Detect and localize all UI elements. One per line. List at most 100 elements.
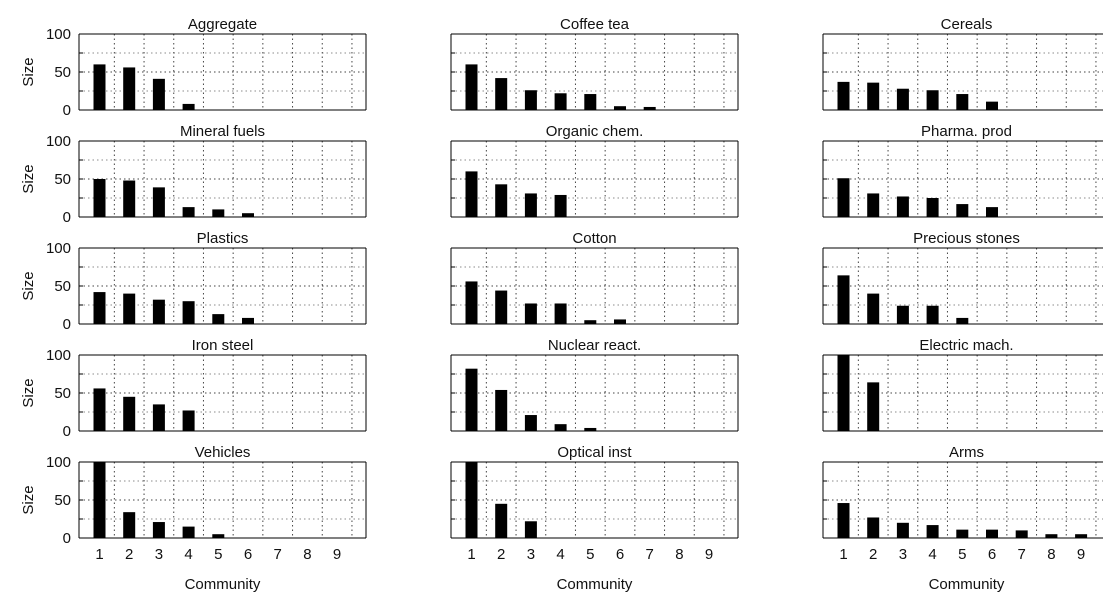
panel-title: Cotton — [572, 230, 616, 247]
bar-2 — [123, 67, 136, 110]
bar-2 — [867, 293, 880, 324]
y-axis-label: Size — [20, 271, 37, 300]
bar-2 — [495, 389, 508, 431]
bar-6 — [986, 207, 998, 217]
panel-title: Coffee tea — [560, 16, 630, 33]
bar-3 — [152, 187, 165, 217]
bar-4 — [926, 525, 939, 538]
bar-5 — [212, 314, 225, 324]
y-tick-label: 50 — [54, 64, 71, 81]
bar-4 — [554, 303, 567, 324]
panel-title: Aggregate — [188, 16, 257, 33]
bar-1 — [93, 462, 106, 538]
bar-4 — [926, 305, 939, 324]
bar-6 — [614, 106, 626, 110]
bar-2 — [867, 382, 880, 431]
bar-4 — [182, 103, 195, 110]
bar-2 — [495, 78, 508, 110]
bar-1 — [465, 368, 478, 431]
bar-1 — [837, 275, 850, 324]
bar-5 — [584, 94, 597, 110]
x-tick-label: 1 — [839, 546, 847, 563]
bar-1 — [837, 178, 850, 217]
y-tick-label: 0 — [63, 209, 71, 226]
chart-panel-7: 0 50 100 Size Plastics — [20, 230, 367, 333]
bar-2 — [123, 396, 136, 431]
bar-5 — [584, 320, 597, 324]
panel-title: Organic chem. — [546, 123, 644, 140]
y-tick-label: 0 — [63, 423, 71, 440]
y-tick-label: 0 — [63, 316, 71, 333]
panel-title: Iron steel — [192, 337, 254, 354]
x-tick-label: 3 — [527, 546, 535, 563]
bar-4 — [554, 424, 567, 431]
bar-6 — [242, 317, 254, 324]
bar-3 — [524, 415, 537, 431]
x-tick-label: 4 — [928, 546, 936, 563]
bar-4 — [926, 198, 939, 217]
chart-panel-2: Coffee tea — [450, 16, 739, 111]
bar-5 — [956, 529, 969, 538]
x-tick-label: 5 — [586, 546, 594, 563]
y-tick-label: 50 — [54, 171, 71, 188]
chart-panel-15: Arms 1 2 3 4 5 6 7 8 9 Community — [822, 444, 1103, 593]
bar-1 — [837, 355, 850, 431]
x-tick-label: 6 — [988, 546, 996, 563]
bar-4 — [182, 207, 195, 217]
x-tick-label: 5 — [214, 546, 222, 563]
x-tick-label: 6 — [616, 546, 624, 563]
panel-title: Nuclear react. — [548, 337, 641, 354]
bar-3 — [896, 196, 909, 217]
x-tick-label: 3 — [155, 546, 163, 563]
x-tick-label: 8 — [1047, 546, 1055, 563]
bar-1 — [465, 171, 478, 217]
bar-4 — [182, 526, 195, 538]
x-tick-label: 4 — [184, 546, 192, 563]
x-tick-label: 7 — [1018, 546, 1026, 563]
bar-2 — [867, 517, 880, 538]
chart-panel-13: 0 50 100 Size Vehicles 1 2 3 4 5 6 7 8 9 Community — [20, 444, 367, 593]
bar-2 — [495, 184, 508, 217]
chart-panel-4: 0 50 100 Size Mineral fuels — [20, 123, 367, 226]
x-axis-label: Community — [929, 576, 1005, 593]
bar-6 — [242, 213, 254, 217]
bar-3 — [524, 193, 537, 217]
bar-1 — [837, 503, 850, 538]
bar-3 — [896, 522, 909, 538]
x-tick-label: 1 — [467, 546, 475, 563]
bar-5 — [212, 534, 225, 538]
bar-3 — [524, 90, 537, 110]
x-tick-label: 5 — [958, 546, 966, 563]
chart-panel-9: Precious stones — [822, 230, 1103, 325]
chart-panel-8: Cotton — [450, 230, 739, 325]
y-axis-label: Size — [20, 57, 37, 86]
bar-1 — [93, 292, 106, 324]
x-axis-label: Community — [557, 576, 633, 593]
y-axis-label: Size — [20, 485, 37, 514]
x-tick-label: 6 — [244, 546, 252, 563]
chart-panel-6: Pharma. prod — [822, 123, 1103, 218]
bar-1 — [465, 462, 478, 538]
y-tick-label: 100 — [46, 26, 71, 43]
bar-5 — [956, 204, 969, 217]
panel-title: Arms — [949, 444, 984, 461]
bar-1 — [465, 281, 478, 324]
bar-4 — [926, 90, 939, 110]
x-tick-label: 9 — [333, 546, 341, 563]
panel-title: Mineral fuels — [180, 123, 265, 140]
y-tick-label: 50 — [54, 492, 71, 509]
chart-panel-3: Cereals — [822, 16, 1103, 111]
y-axis-label: Size — [20, 164, 37, 193]
bar-7 — [643, 106, 656, 110]
y-tick-label: 0 — [63, 530, 71, 547]
panel-title: Optical inst — [557, 444, 632, 461]
chart-panel-11: Nuclear react. — [450, 337, 739, 432]
chart-panel-5: Organic chem. — [450, 123, 739, 218]
bar-3 — [152, 299, 165, 324]
x-tick-label: 2 — [869, 546, 877, 563]
bar-2 — [495, 503, 508, 538]
bar-3 — [152, 78, 165, 110]
panel-title: Electric mach. — [919, 337, 1013, 354]
x-tick-label: 2 — [497, 546, 505, 563]
